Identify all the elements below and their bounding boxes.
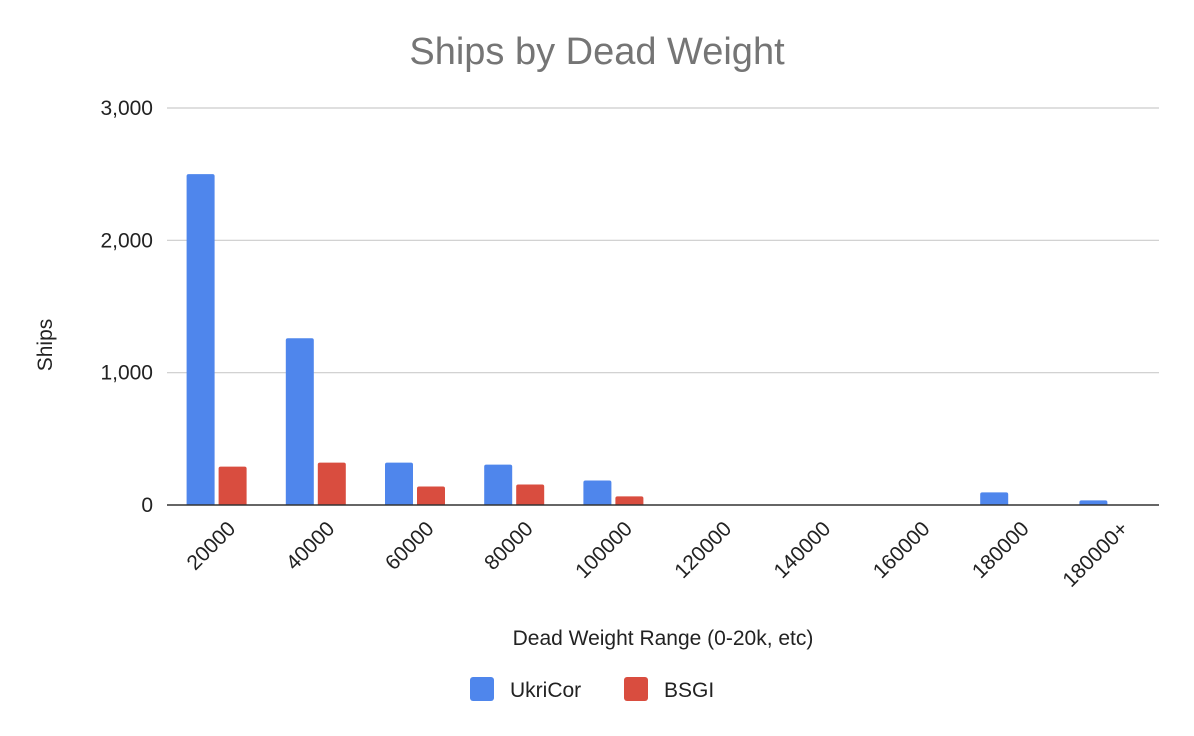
legend: UkriCor BSGI [470,677,714,702]
x-tick-label: 20000 [183,517,241,575]
bar-ukricor-180000+ [1079,500,1108,505]
chart-title: Ships by Dead Weight [409,31,785,73]
legend-label-ukricor: UkriCor [510,679,581,702]
bar-ukricor-80000 [484,464,513,505]
bar-ukricor-180000 [980,492,1009,505]
x-axis-ticks: 20000 40000 60000 80000 100000 120000 140000 16… [183,517,1133,591]
y-tick-label: 3,000 [100,97,153,120]
bar-ukricor-100000 [583,480,612,505]
legend-swatch-ukricor [470,677,494,701]
x-tick-label: 140000 [770,517,836,583]
bar-bsgi-100000 [615,496,644,505]
bar-bsgi-20000 [218,466,247,505]
x-tick-label: 180000+ [1058,517,1132,591]
y-axis-ticks: 0 1,000 2,000 3,000 [100,97,153,517]
gridlines [167,107,1159,374]
y-tick-label: 2,000 [100,229,153,252]
x-tick-label: 120000 [670,517,736,583]
x-tick-label: 160000 [869,517,935,583]
x-tick-label: 100000 [571,517,637,583]
x-axis-title: Dead Weight Range (0-20k, etc) [513,627,814,650]
bar-bsgi-40000 [317,462,346,505]
bar-ukricor-40000 [285,338,314,505]
y-tick-label: 0 [141,494,153,517]
bars [186,174,1108,505]
x-tick-label: 180000 [968,517,1034,583]
bar-ukricor-60000 [385,462,413,505]
bar-ukricor-20000 [186,174,215,505]
y-axis-title: Ships [34,319,57,372]
legend-swatch-bsgi [624,677,648,701]
x-tick-label: 40000 [282,517,340,575]
x-tick-label: 60000 [381,517,439,575]
x-tick-label: 80000 [480,517,538,575]
y-tick-label: 1,000 [100,362,153,385]
bar-bsgi-60000 [417,486,445,505]
legend-label-bsgi: BSGI [664,679,714,702]
bar-bsgi-80000 [516,484,545,505]
